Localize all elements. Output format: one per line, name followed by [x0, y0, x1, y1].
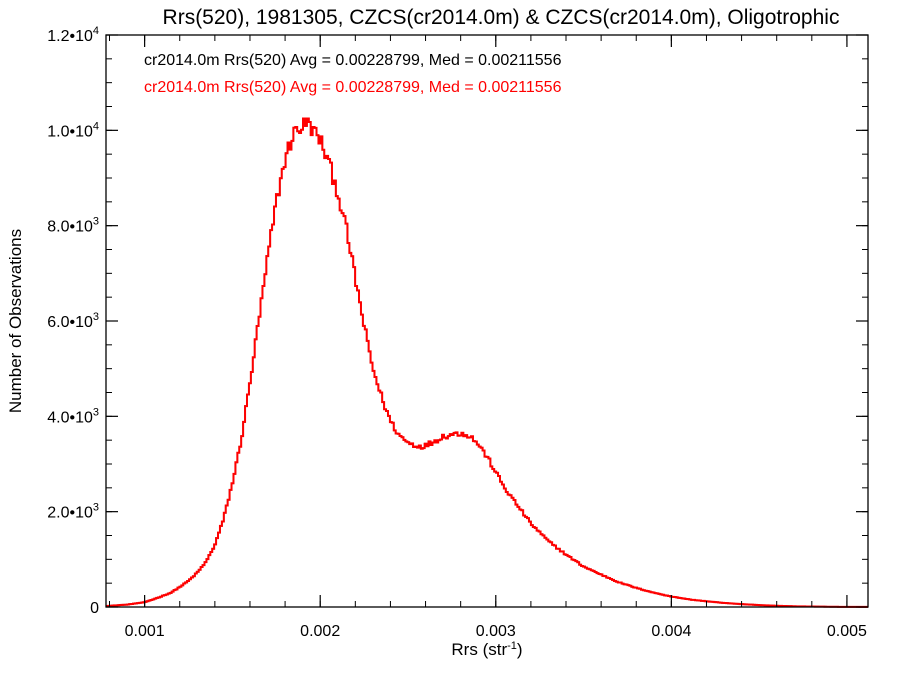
series-line-red	[106, 117, 868, 608]
y-axis-ticks: 0 2.0•103 4.0•103 6.0•103 8.0•103 1.0•104 1.2•…	[47, 25, 868, 617]
x-axis-ticks: 0.001 0.002 0.003 0.004 0.005	[109, 35, 867, 640]
y-tick-label: 0	[90, 600, 99, 617]
y-tick-label: 4.0•103	[47, 406, 99, 426]
x-tick-label: 0.002	[300, 623, 340, 640]
x-axis-label-base: Rrs (str	[451, 640, 507, 659]
x-axis-label-exponent: -1	[507, 640, 517, 652]
y-tick-label: 6.0•103	[47, 311, 99, 331]
chart-title: Rrs(520), 1981305, CZCS(cr2014.0m) & CZC…	[163, 6, 840, 29]
x-tick-label: 0.001	[125, 623, 165, 640]
x-tick-label: 0.004	[651, 623, 691, 640]
x-tick-label: 0.003	[476, 623, 516, 640]
y-tick-label: 1.0•104	[47, 120, 99, 140]
legend-entry-black: cr2014.0m Rrs(520) Avg = 0.00228799, Med…	[144, 52, 562, 69]
x-axis-label-tail: )	[517, 640, 523, 659]
y-tick-label: 8.0•103	[47, 216, 99, 236]
y-tick-label: 2.0•103	[47, 502, 99, 522]
y-tick-label: 1.2•104	[47, 25, 99, 45]
x-tick-label: 0.005	[827, 623, 867, 640]
y-axis-label: Number of Observations	[6, 229, 25, 413]
x-axis-label: Rrs (str-1)	[451, 640, 522, 659]
series-layer	[106, 117, 868, 608]
legend-entry-red: cr2014.0m Rrs(520) Avg = 0.00228799, Med…	[144, 79, 562, 96]
